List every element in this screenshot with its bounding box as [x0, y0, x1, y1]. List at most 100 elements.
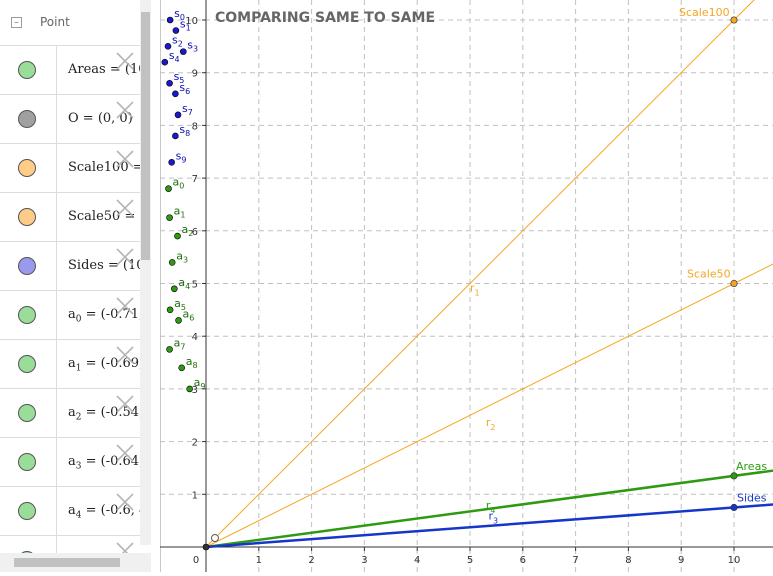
- vertical-scrollbar-thumb[interactable]: [141, 12, 150, 260]
- point-label-subscript: 8: [192, 361, 197, 370]
- point-s3[interactable]: [179, 48, 187, 55]
- point-s5[interactable]: [166, 79, 173, 87]
- point-a8[interactable]: [178, 364, 186, 372]
- visibility-toggle-icon[interactable]: [18, 404, 36, 422]
- point-name: O: [68, 111, 79, 126]
- point-definition[interactable]: Sides = (10: [68, 258, 145, 273]
- y-tick-label: 1: [192, 490, 198, 501]
- row-divider: [56, 95, 57, 143]
- point-a4[interactable]: [171, 285, 178, 293]
- point-s9[interactable]: [168, 158, 175, 166]
- point-s0[interactable]: [166, 16, 174, 24]
- point-name: a: [68, 503, 76, 518]
- point-s4[interactable]: [161, 58, 169, 66]
- point-name: a: [68, 307, 76, 322]
- point-a3[interactable]: [168, 259, 176, 266]
- algebra-row[interactable]: O = (0, 0): [0, 94, 150, 143]
- row-divider: [56, 340, 57, 388]
- point-label-subscript: 9: [200, 382, 205, 391]
- point-name: a: [68, 405, 76, 420]
- delete-icon[interactable]: [114, 197, 136, 219]
- line-r3[interactable]: [205, 502, 773, 549]
- point-a1[interactable]: [166, 214, 173, 221]
- point-definition[interactable]: Scale100 = (: [68, 160, 150, 175]
- algebra-row[interactable]: a1 = (-0.69,: [0, 339, 150, 388]
- algebra-row[interactable]: a2 = (-0.54,: [0, 388, 150, 437]
- point-sides[interactable]: [730, 503, 738, 512]
- visibility-toggle-icon[interactable]: [18, 257, 36, 275]
- point-s2[interactable]: [164, 43, 172, 50]
- delete-icon[interactable]: [114, 99, 136, 121]
- algebra-row[interactable]: a3 = (-0.64,: [0, 437, 150, 486]
- point-a6[interactable]: [175, 317, 182, 324]
- visibility-toggle-icon[interactable]: [18, 208, 36, 226]
- point-a5[interactable]: [166, 306, 174, 314]
- delete-icon[interactable]: [114, 246, 136, 268]
- point-O[interactable]: [202, 543, 210, 551]
- point-label-subscript: 8: [185, 129, 190, 138]
- collapse-icon[interactable]: –: [11, 17, 22, 28]
- delete-icon[interactable]: [114, 393, 136, 415]
- algebra-row[interactable]: Scale50 = (: [0, 192, 150, 241]
- row-divider: [56, 438, 57, 486]
- x-tick-label: 9: [678, 555, 684, 566]
- algebra-row[interactable]: Sides = (10: [0, 241, 150, 290]
- algebra-row[interactable]: Scale100 = (: [0, 143, 150, 192]
- graphics-view[interactable]: 0 1 2 3 4 5 6 7 8 9 10 1 2 3 4 5 6 7 8 9 10 r1 r2 r4 r3 s0 s1 s2 s3 s…: [152, 0, 773, 572]
- point-a2[interactable]: [174, 232, 181, 240]
- delete-icon[interactable]: [114, 50, 136, 72]
- x-tick-label: 3: [361, 555, 367, 566]
- point-label: Scale100: [679, 6, 730, 19]
- line-r4[interactable]: [205, 465, 773, 549]
- point-scale50[interactable]: [730, 279, 738, 288]
- visibility-toggle-icon[interactable]: [18, 502, 36, 520]
- point-label: s6: [179, 81, 190, 96]
- delete-icon[interactable]: [114, 491, 136, 513]
- point-label-name: a: [178, 276, 185, 289]
- point-label: Sides: [737, 491, 767, 504]
- row-divider: [56, 46, 57, 94]
- row-divider: [56, 291, 57, 339]
- visibility-toggle-icon[interactable]: [18, 61, 36, 79]
- point-s6[interactable]: [172, 90, 179, 98]
- algebra-row[interactable]: a4 = (-0.6, 4: [0, 486, 150, 535]
- point-label-subscript: 2: [178, 39, 183, 48]
- delete-icon[interactable]: [114, 344, 136, 366]
- delete-icon[interactable]: [114, 295, 136, 317]
- algebra-row[interactable]: a0 = (-0.71,: [0, 290, 150, 339]
- point-a7[interactable]: [166, 346, 173, 353]
- visibility-toggle-icon[interactable]: [18, 159, 36, 177]
- vertical-scrollbar[interactable]: [140, 0, 151, 545]
- point-definition[interactable]: Areas = (10: [68, 62, 147, 77]
- delete-icon[interactable]: [114, 148, 136, 170]
- line-r1[interactable]: [205, 0, 773, 548]
- point-label-subscript: 4: [175, 55, 180, 64]
- delete-icon[interactable]: [114, 442, 136, 464]
- point-label: s2: [172, 33, 183, 48]
- row-divider: [56, 242, 57, 290]
- algebra-group-header[interactable]: – Point: [0, 0, 150, 45]
- algebra-row[interactable]: Areas = (10: [0, 45, 150, 94]
- point-areas[interactable]: [730, 472, 738, 480]
- point-scale100[interactable]: [730, 16, 738, 24]
- point-a0[interactable]: [165, 185, 172, 192]
- line-r2[interactable]: [205, 244, 773, 548]
- point-name: Scale50: [68, 209, 121, 224]
- point-label-name: s: [182, 102, 188, 115]
- line-label-subscript: 1: [475, 288, 480, 297]
- point-s1[interactable]: [172, 27, 180, 34]
- point-a9[interactable]: [186, 385, 193, 393]
- horizontal-scrollbar-thumb[interactable]: [14, 558, 120, 567]
- line-label: r3: [488, 510, 498, 526]
- point-label-subscript: 3: [183, 255, 188, 264]
- point-label-name: a: [174, 297, 181, 310]
- visibility-toggle-icon[interactable]: [18, 453, 36, 471]
- visibility-toggle-icon[interactable]: [18, 110, 36, 128]
- point-s8[interactable]: [172, 132, 179, 140]
- visibility-toggle-icon[interactable]: [18, 306, 36, 324]
- visibility-toggle-icon[interactable]: [18, 355, 36, 373]
- point-definition[interactable]: a4 = (-0.6, 4: [68, 503, 147, 521]
- point-hollow[interactable]: [210, 534, 219, 543]
- point-s7[interactable]: [174, 111, 182, 119]
